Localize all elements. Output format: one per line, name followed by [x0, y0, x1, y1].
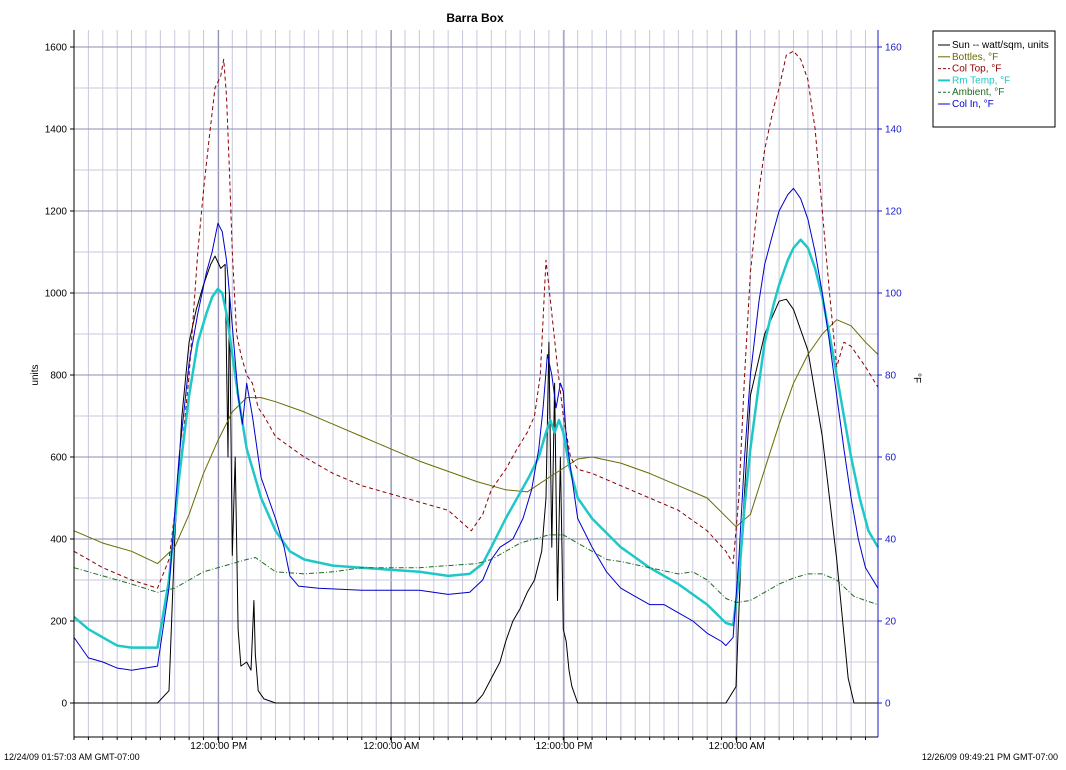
y-tick-label-right: 80: [885, 371, 897, 382]
legend-entry-5: Col In, °F: [952, 99, 994, 110]
series-layer: [73, 50, 880, 704]
x-tick-label: 12:00:00 PM: [190, 741, 247, 752]
grid: [73, 30, 878, 737]
legend-entry-1: Bottles, °F: [952, 52, 998, 63]
y-tick-label-left: 1200: [45, 207, 68, 218]
y-tick-label-left: 1400: [45, 125, 68, 136]
legend-entry-2: Col Top, °F: [952, 64, 1001, 75]
y-tick-label-left: 1000: [45, 289, 68, 300]
y-tick-label-right: 140: [885, 125, 902, 136]
x-tick-label: 12:00:00 AM: [709, 741, 765, 752]
y-tick-label-left: 0: [61, 699, 67, 710]
y-axis-label-right: °F: [911, 373, 922, 383]
y-tick-label-left: 800: [50, 371, 67, 382]
y-tick-label-right: 160: [885, 43, 902, 54]
series-line-1: [73, 319, 879, 565]
y-tick-label-right: 40: [885, 535, 897, 546]
x-tick-label: 12:00:00 AM: [363, 741, 419, 752]
y-tick-label-right: 100: [885, 289, 902, 300]
y-axis-label-left: units: [30, 364, 41, 385]
legend-entry-4: Ambient, °F: [952, 87, 1004, 98]
start-timestamp: 12/24/09 01:57:03 AM GMT-07:00: [4, 752, 140, 762]
y-tick-label-right: 0: [885, 699, 891, 710]
series-line-2: [73, 50, 879, 589]
y-tick-label-left: 1600: [45, 43, 68, 54]
y-tick-label-left: 600: [50, 453, 67, 464]
series-line-3: [73, 238, 880, 649]
chart-title: Barra Box: [446, 11, 504, 25]
legend-entry-0: Sun -- watt/sqm, units: [952, 40, 1049, 51]
plot-area: [74, 30, 878, 737]
y-tick-label-left: 400: [50, 535, 67, 546]
x-tick-label: 12:00:00 PM: [536, 741, 593, 752]
y-tick-label-right: 60: [885, 453, 897, 464]
legend-box: [932, 30, 1056, 128]
axes: 0 200 400 600 800 1000 1200 1400 1600 0 20 40 60 80 10…: [45, 30, 902, 752]
series-line-5: [73, 187, 879, 671]
y-tick-label-right: 120: [885, 207, 902, 218]
end-timestamp: 12/26/09 09:49:21 PM GMT-07:00: [921, 752, 1058, 762]
series-line-4: [73, 534, 879, 606]
series-line-0: [74, 255, 878, 704]
y-tick-label-right: 20: [885, 617, 897, 628]
legend-entry-3: Rm Temp, °F: [952, 75, 1010, 86]
y-tick-label-left: 200: [50, 617, 67, 628]
